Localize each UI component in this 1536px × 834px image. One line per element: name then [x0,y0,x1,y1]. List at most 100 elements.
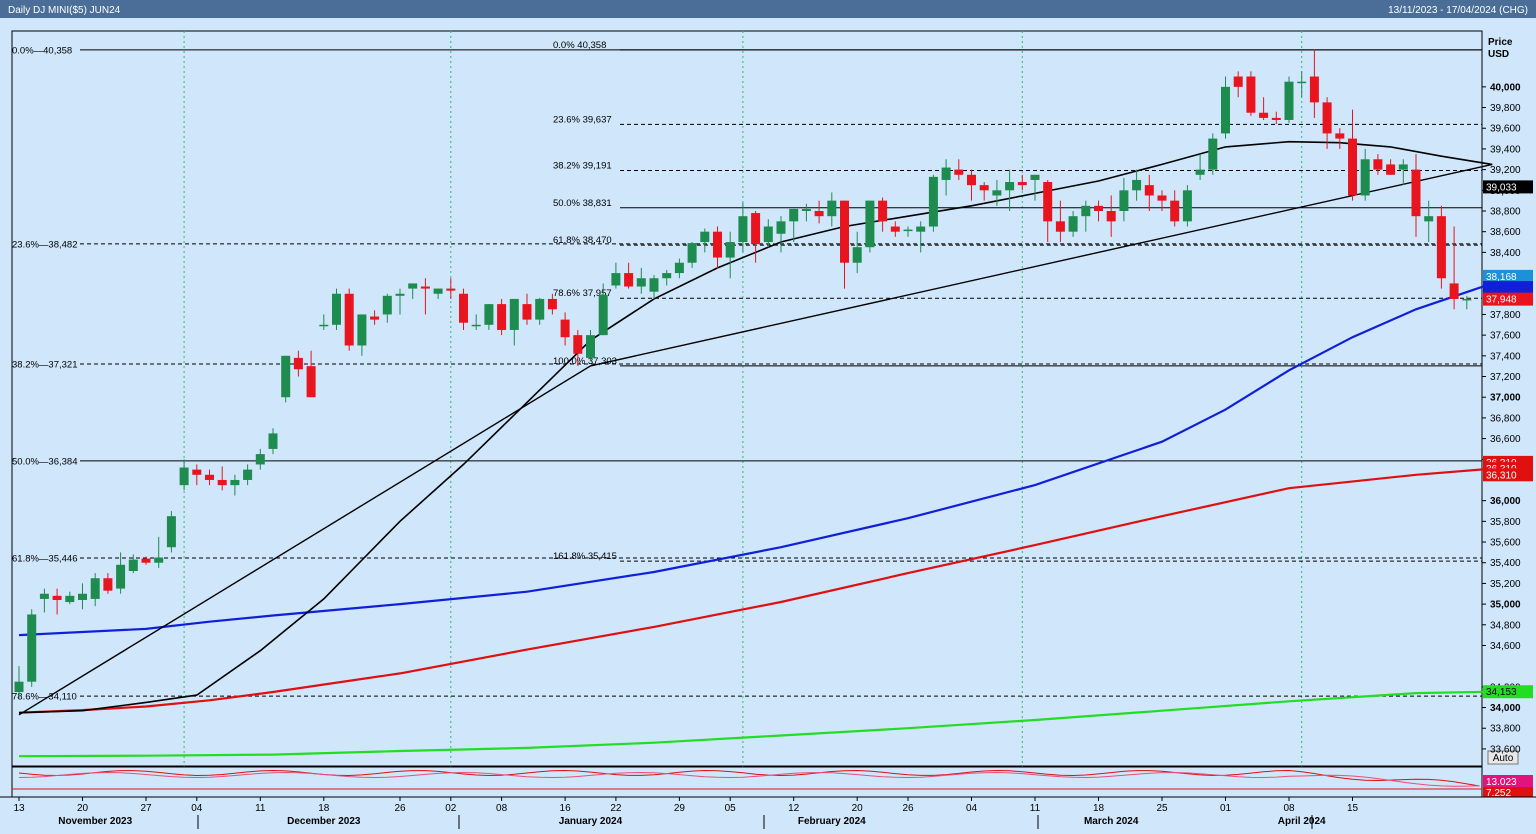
x-day-label: 04 [191,803,203,814]
fib-right-label: 50.0% 38,831 [553,198,612,209]
candle-body [979,185,989,191]
y-tick-label: 40,000 [1490,82,1521,93]
fib-right-label: 38.2% 39,191 [553,161,612,172]
candle-body [1424,216,1434,222]
price-tag-blue-top-bg [1483,269,1533,283]
x-day-label: 20 [852,803,864,814]
price-tag-close: 37,948 [1486,295,1517,306]
fib-left-label: 50.0%—36,384 [12,456,78,467]
x-day-label: 02 [445,803,457,814]
candle-body [1335,133,1345,139]
candle-body [624,273,634,287]
x-axis-area [0,797,1536,829]
fib-right-label: 161.8% 35,415 [553,551,617,562]
candle-body [636,278,646,287]
candle-body [179,467,189,486]
price-panel-frame [11,30,1483,767]
x-day-label: 13 [13,803,25,814]
osc-tag-2-bg [1483,787,1533,797]
candle-body [484,304,494,325]
x-month-label: March 2024 [1084,816,1139,827]
candle-body [1005,182,1015,191]
candle-body [878,200,888,222]
candle-body [78,593,87,600]
candle-body [497,304,507,330]
candle-body [852,247,862,263]
candle-body [154,557,164,563]
fib-right-label: 23.6% 39,637 [553,114,612,125]
candle-body [103,578,113,591]
candle-body [408,283,418,289]
candle-body [255,454,265,465]
candle-body [1094,205,1103,211]
fib-left-label: 61.8%—35,446 [12,553,78,564]
price-axis-label: Price [1488,37,1513,48]
y-tick-label: 37,400 [1490,351,1521,362]
candle-body [1030,174,1040,180]
candle-body [281,355,291,398]
y-tick-label: 34,000 [1490,703,1521,714]
candle-body [357,314,367,346]
auto-scale-button[interactable] [1487,750,1519,765]
price-tag-black-bg [1483,180,1533,194]
candle-body [535,298,545,320]
candle-body [1157,195,1167,201]
price-tag-green-bg [1483,685,1533,699]
x-month-label: January 2024 [559,816,623,827]
x-day-label: 26 [902,803,914,814]
candle-body [522,304,532,320]
candle-body [90,578,100,599]
x-day-label: 11 [255,803,266,814]
osc-line-1 [18,769,1480,787]
candle-body [382,295,392,315]
candle-body [801,208,811,211]
x-day-label: 16 [560,803,572,814]
fib-right-label: 0.0% 40,358 [553,40,606,51]
x-day-label: 12 [788,803,800,814]
candle-body [903,229,913,232]
candle-body [433,288,443,294]
candle-body [1233,76,1243,87]
candle-body [39,593,49,599]
candle-body [954,169,964,175]
candle-body [776,221,786,234]
candle-body [1373,159,1383,170]
candle-body [166,516,176,548]
oscillator-panel [11,766,1483,798]
price-tag-blue-top: 38,168 [1486,272,1517,283]
candle-body [306,366,316,398]
date-range: 13/11/2023 - 17/04/2024 (CHG) [1388,5,1528,16]
price-tags: 39,03338,16838,16837,94836,31036,31036,3… [1483,180,1533,699]
candle-body [649,278,659,292]
y-tick-label: 34,600 [1490,641,1521,652]
fib-right-label: 78.6% 37,957 [553,288,612,299]
candle-body [217,479,227,486]
y-tick-label: 37,200 [1490,372,1521,383]
candle-body [1246,76,1256,113]
candle-body [700,231,710,243]
fib-left-label: 38.2%—37,321 [12,360,78,371]
candle-body [1449,283,1459,299]
ma-red-line [18,467,1493,714]
candle-body [687,243,697,263]
x-day-label: 18 [318,803,330,814]
candle-body [1017,182,1027,186]
x-month-label: November 2023 [58,816,132,827]
y-tick-label: 37,000 [1490,393,1521,404]
candle-body [1106,211,1116,222]
x-day-label: 22 [610,803,622,814]
candle-body [1360,159,1370,196]
candle-body [789,208,799,222]
candle-body [1322,102,1332,134]
candles [14,49,1472,700]
candle-body [547,298,557,310]
candle-body [992,190,1002,196]
y-tick-label: 35,800 [1490,517,1521,528]
candle-body [1043,182,1053,222]
y-tick-label: 39,200 [1490,165,1521,176]
osc-line-2 [18,771,1480,787]
price-axis-unit: USD [1488,49,1509,60]
